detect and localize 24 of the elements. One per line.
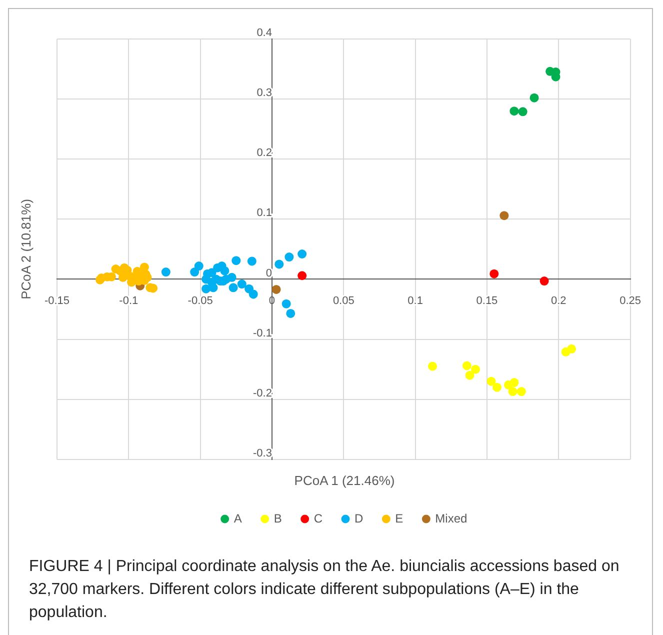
x-tick-label: -0.15 [44, 294, 70, 307]
x-tick-label: -0.1 [119, 294, 138, 307]
legend-label: E [395, 511, 404, 526]
legend-label: D [354, 511, 364, 526]
legend-label: B [274, 511, 282, 526]
y-tick-label: 0.4 [256, 27, 272, 40]
x-tick-label: 0.05 [332, 294, 354, 307]
x-tick-label: 0.1 [408, 294, 423, 307]
y-tick-label: 0.1 [256, 207, 272, 220]
y-tick-label: 0.2 [256, 147, 272, 160]
y-tick-label: -0.3 [253, 447, 272, 460]
x-tick-label: -0.05 [188, 294, 213, 307]
y-tick-label: -0.2 [253, 387, 272, 400]
caption: FIGURE 4 | Principal coordinate analysis on the Ae. biuncialis accessions based on 32,700 markers. Different colors indicate different subpopulations (A–E) in the population. [29, 557, 620, 623]
x-tick-label: 0.15 [476, 294, 498, 307]
x-axis-title: PCoA 1 (21.46%) [294, 472, 395, 488]
x-tick-label: 0.2 [550, 294, 566, 307]
y-tick-label: 0.3 [256, 87, 272, 100]
legend-label: A [234, 511, 242, 526]
y-tick-label: -0.1 [253, 327, 272, 340]
legend-label: C [314, 511, 323, 526]
legend-label: Mixed [435, 511, 468, 526]
y-axis-title: PCoA 2 (10.81%) [18, 198, 34, 300]
x-tick-label: 0.25 [620, 294, 642, 307]
